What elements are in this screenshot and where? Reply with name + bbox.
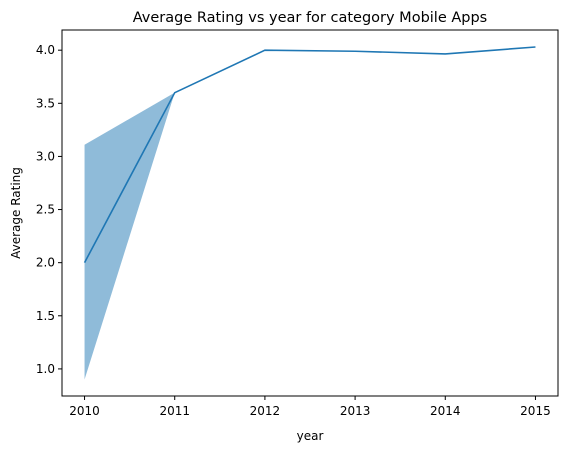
data-point xyxy=(353,49,357,53)
y-tick-label: 1.0 xyxy=(36,362,55,376)
y-axis-label: Average Rating xyxy=(9,167,23,259)
x-axis-label: year xyxy=(297,429,324,443)
y-tick-label: 4.0 xyxy=(36,43,55,57)
x-tick-label: 2015 xyxy=(520,404,551,418)
plot-area xyxy=(83,45,537,380)
y-tick-label: 2.5 xyxy=(36,203,55,217)
x-tick-label: 2014 xyxy=(430,404,461,418)
y-tick-label: 1.5 xyxy=(36,309,55,323)
y-axis: 1.0 1.5 2.0 2.5 3.0 3.5 4.0 xyxy=(36,43,62,376)
data-point xyxy=(533,45,537,49)
y-tick-label: 3.0 xyxy=(36,149,55,163)
confidence-band xyxy=(84,46,536,380)
data-point xyxy=(263,48,267,52)
data-point xyxy=(173,91,177,95)
data-point xyxy=(83,261,87,265)
plot-frame xyxy=(61,29,559,397)
x-tick-label: 2011 xyxy=(159,404,190,418)
x-tick-label: 2012 xyxy=(250,404,281,418)
x-tick-label: 2010 xyxy=(69,404,100,418)
x-tick-label: 2013 xyxy=(340,404,371,418)
y-tick-label: 2.0 xyxy=(36,256,55,270)
data-point xyxy=(443,52,447,56)
y-tick-label: 3.5 xyxy=(36,96,55,110)
chart-title: Average Rating vs year for category Mobi… xyxy=(133,10,488,26)
series-line xyxy=(83,46,536,264)
x-axis: 2010 2011 2012 2013 2014 2015 xyxy=(69,396,551,418)
